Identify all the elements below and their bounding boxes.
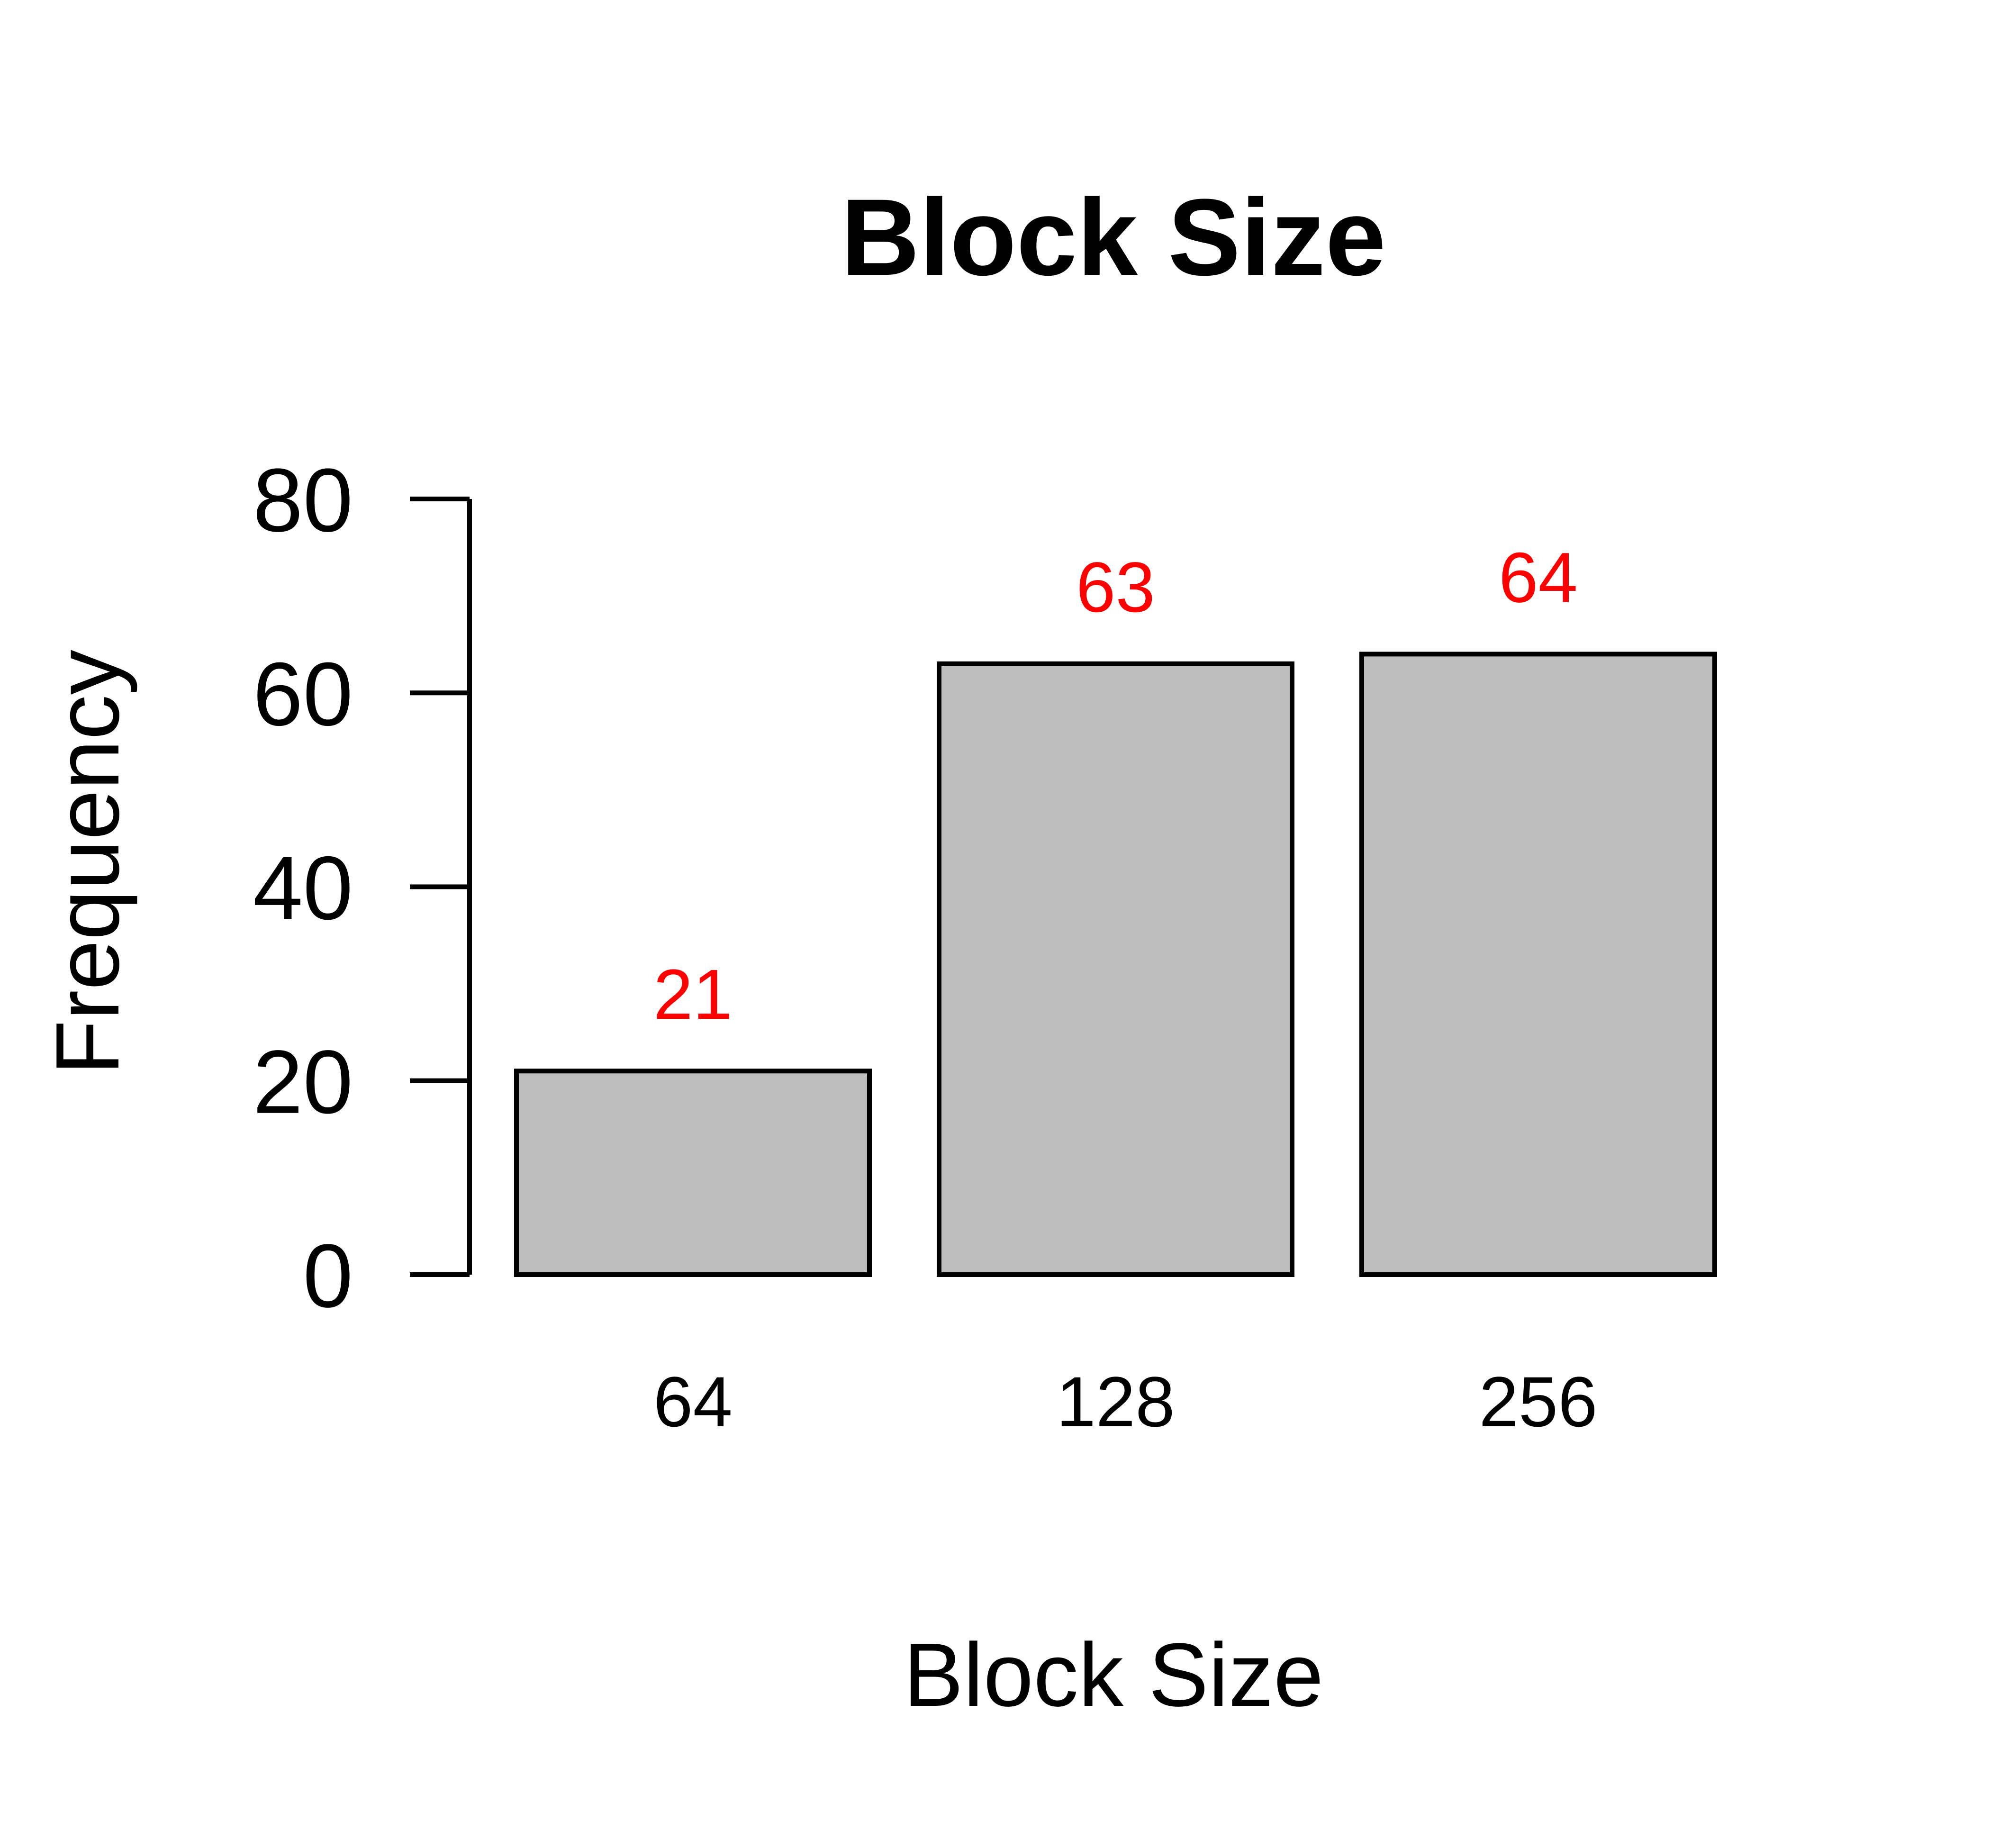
y-ticks: 0 20 40 60 80 xyxy=(253,450,470,1326)
y-tick-label: 40 xyxy=(253,838,353,939)
bars xyxy=(514,652,1717,1277)
bar xyxy=(937,661,1294,1277)
bar xyxy=(514,1069,872,1277)
bar-value-label: 63 xyxy=(1076,547,1155,627)
data-labels: 21 63 64 xyxy=(653,537,1578,1034)
x-tick-label: 256 xyxy=(1479,1362,1597,1441)
bar-value-label: 64 xyxy=(1499,537,1578,617)
y-tick-label: 60 xyxy=(253,644,353,744)
x-ticks: 64 128 256 xyxy=(653,1362,1598,1441)
bar xyxy=(1359,652,1717,1277)
y-axis-label: Frequency xyxy=(37,650,138,1075)
y-tick-label: 80 xyxy=(253,450,353,551)
y-tick-label: 20 xyxy=(253,1032,353,1132)
x-axis-label: Block Size xyxy=(903,1625,1323,1725)
bar-value-label: 21 xyxy=(653,954,733,1034)
x-tick-label: 128 xyxy=(1056,1362,1175,1441)
chart-title: Block Size xyxy=(841,176,1386,298)
y-tick-label: 0 xyxy=(303,1226,353,1326)
x-tick-label: 64 xyxy=(653,1362,733,1441)
